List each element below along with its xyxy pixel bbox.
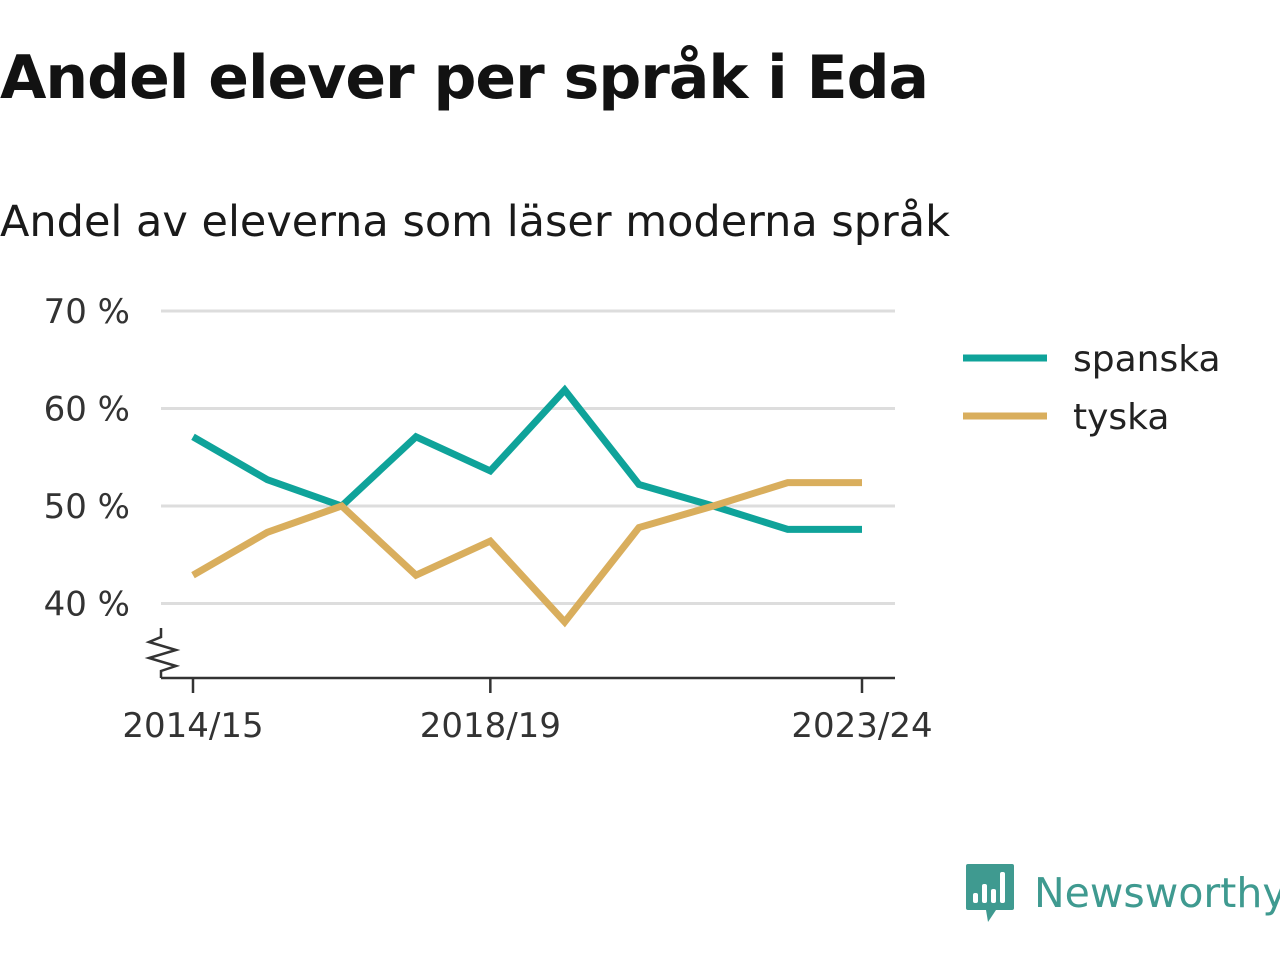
series-lines xyxy=(191,384,862,628)
y-tick-label: 70 % xyxy=(44,292,130,332)
legend-label-spanska: spanska xyxy=(1073,339,1221,380)
y-tick-label: 60 % xyxy=(44,390,130,430)
chart-title: Andel elever per språk i Eda xyxy=(0,43,929,113)
y-axis-break-mark xyxy=(144,628,181,678)
axes: 70 % 60 % 50 % 40 % 2014/15 2018/19 2023/24 xyxy=(44,292,933,746)
x-tick-label: 2018/19 xyxy=(420,706,561,746)
series-line-spanska xyxy=(191,384,862,533)
bar-chart-speech-bubble-icon xyxy=(966,864,1014,922)
y-tick-label: 40 % xyxy=(44,585,130,625)
line-chart: 70 % 60 % 50 % 40 % 2014/15 2018/19 2023/24 sp… xyxy=(44,292,1221,746)
y-tick-label: 50 % xyxy=(44,487,130,527)
legend-label-tyska: tyska xyxy=(1073,397,1169,438)
grid-lines xyxy=(161,309,895,605)
legend: spanska tyska xyxy=(963,339,1221,438)
chart-subtitle: Andel av eleverna som läser moderna språ… xyxy=(0,197,950,247)
brand-name: Newsworthy xyxy=(1034,869,1280,917)
x-tick-label: 2014/15 xyxy=(122,706,263,746)
x-tick-label: 2023/24 xyxy=(791,706,932,746)
newsworthy-brand: Newsworthy xyxy=(964,862,1280,924)
series-line-tyska xyxy=(191,479,862,628)
